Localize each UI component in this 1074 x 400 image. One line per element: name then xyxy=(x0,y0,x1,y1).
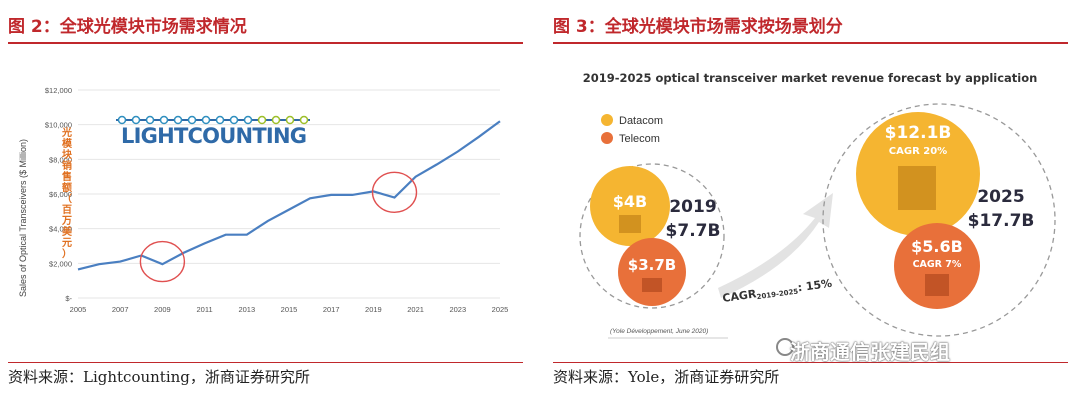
logo-dot xyxy=(145,115,155,125)
right-infographic: 2019-2025 optical transceiver market rev… xyxy=(579,71,1056,339)
logo-dot xyxy=(159,115,169,125)
tower-icon-2025 xyxy=(925,274,949,296)
logo-dot xyxy=(131,115,141,125)
right-bottom-rule xyxy=(553,362,1068,363)
right-title-rule xyxy=(553,42,1068,44)
y-tick-label: $10,000 xyxy=(45,121,72,130)
wechat-icon xyxy=(776,338,794,356)
x-tick-label: 2013 xyxy=(238,305,255,314)
y-axis-label: Sales of Optical Transceivers ($ Million… xyxy=(18,139,28,297)
logo-dot xyxy=(229,115,239,125)
logo-dot xyxy=(215,115,225,125)
x-tick-label: 2017 xyxy=(323,305,340,314)
telecom-2019-bubble xyxy=(618,238,686,306)
logo-dot xyxy=(271,115,281,125)
legend-datacom: Datacom xyxy=(619,115,663,127)
logo-dot xyxy=(257,115,267,125)
legend-datacom-swatch xyxy=(601,114,613,126)
year-2019: 2019 xyxy=(669,197,716,217)
logo-dot xyxy=(285,115,295,125)
y-tick-label: $6,000 xyxy=(49,190,72,199)
right-source: 资料来源：Yole，浙商证券研究所 xyxy=(553,368,780,386)
server-icon xyxy=(619,215,641,233)
telecom-2025-value: $5.6B xyxy=(911,237,963,256)
datacom-2025-cagr: CAGR 20% xyxy=(889,146,947,157)
tower-icon xyxy=(642,278,662,292)
group-2025-circle xyxy=(822,103,1056,337)
x-tick-label: 2011 xyxy=(197,305,213,314)
telecom-2019-value: $3.7B xyxy=(628,256,676,274)
x-tick-labels: 2005 2007 2009 2011 2013 2015 2017 2019 2021 2023… xyxy=(70,305,509,314)
y-tick-label: $2,000 xyxy=(49,259,72,268)
chart-gridlines xyxy=(78,89,500,299)
yole-footnote: (Yole Développement, June 2020) xyxy=(610,328,708,335)
total-2025: $17.7B xyxy=(968,211,1035,231)
telecom-2025-cagr: CAGR 7% xyxy=(913,259,962,270)
x-tick-label: 2015 xyxy=(281,305,298,314)
x-tick-label: 2019 xyxy=(365,305,382,314)
right-figure-title: 图 3：全球光模块市场需求按场景划分 xyxy=(553,17,843,37)
logo-text: LIGHTCOUNTING xyxy=(121,124,307,148)
year-2025: 2025 xyxy=(977,187,1024,207)
cagr-label: CAGR2019-2025: 15% xyxy=(722,277,833,306)
zh-axis-label: 光模块销售额（百万美元） xyxy=(62,128,72,260)
left-source: 资料来源：Lightcounting，浙商证券研究所 xyxy=(8,368,310,386)
x-tick-label: 2007 xyxy=(112,305,129,314)
infographic-title: 2019-2025 optical transceiver market rev… xyxy=(583,71,1038,85)
y-tick-label: $8,000 xyxy=(49,155,72,164)
legend-telecom-swatch xyxy=(601,132,613,144)
left-figure-title: 图 2：全球光模块市场需求情况 xyxy=(8,17,247,37)
datacom-2025-value: $12.1B xyxy=(885,123,952,143)
y-tick-label: $4,000 xyxy=(49,225,72,234)
server-icon-2025 xyxy=(898,166,936,210)
x-tick-label: 2021 xyxy=(407,305,424,314)
x-tick-label: 2023 xyxy=(449,305,466,314)
logo-dot xyxy=(299,115,309,125)
x-tick-label: 2025 xyxy=(492,305,509,314)
total-2019: $7.7B xyxy=(666,221,721,241)
growth-arrow xyxy=(718,193,833,298)
logo-dot xyxy=(201,115,211,125)
logo-dot xyxy=(117,115,127,125)
sales-series-line xyxy=(77,120,501,271)
datacom-2019-bubble xyxy=(590,166,670,246)
telecom-2025-bubble xyxy=(894,223,980,309)
lightcounting-logo: LIGHTCOUNTING xyxy=(116,115,310,148)
dip-2020-circle xyxy=(371,171,418,213)
x-tick-label: 2009 xyxy=(154,305,171,314)
left-title-rule xyxy=(8,42,523,44)
logo-dot xyxy=(173,115,183,125)
left-bottom-rule xyxy=(8,362,523,363)
legend-telecom: Telecom xyxy=(619,133,660,145)
logo-dot xyxy=(187,115,197,125)
x-tick-label: 2005 xyxy=(70,305,87,314)
left-line-chart: $- $2,000 $4,000 $6,000 $8,000 $10,000 $12,000… xyxy=(18,86,509,314)
y-tick-label: $- xyxy=(65,294,72,303)
y-tick-label: $12,000 xyxy=(45,86,72,95)
datacom-2019-value: $4B xyxy=(613,192,647,211)
watermark: 浙商通信张建民组 xyxy=(790,340,950,364)
logo-dot xyxy=(243,115,253,125)
dip-2009-circle xyxy=(139,240,186,283)
group-2019-circle xyxy=(579,163,725,309)
y-tick-labels: $- $2,000 $4,000 $6,000 $8,000 $10,000 $12,000 xyxy=(45,86,73,303)
